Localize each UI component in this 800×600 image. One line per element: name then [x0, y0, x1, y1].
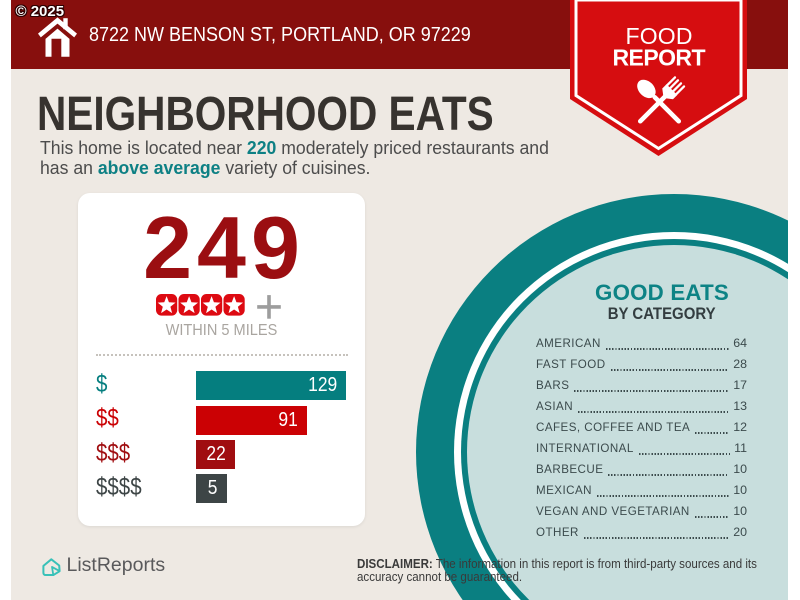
svg-text:REPORT: REPORT	[613, 45, 706, 71]
svg-text:FOOD: FOOD	[626, 23, 693, 49]
